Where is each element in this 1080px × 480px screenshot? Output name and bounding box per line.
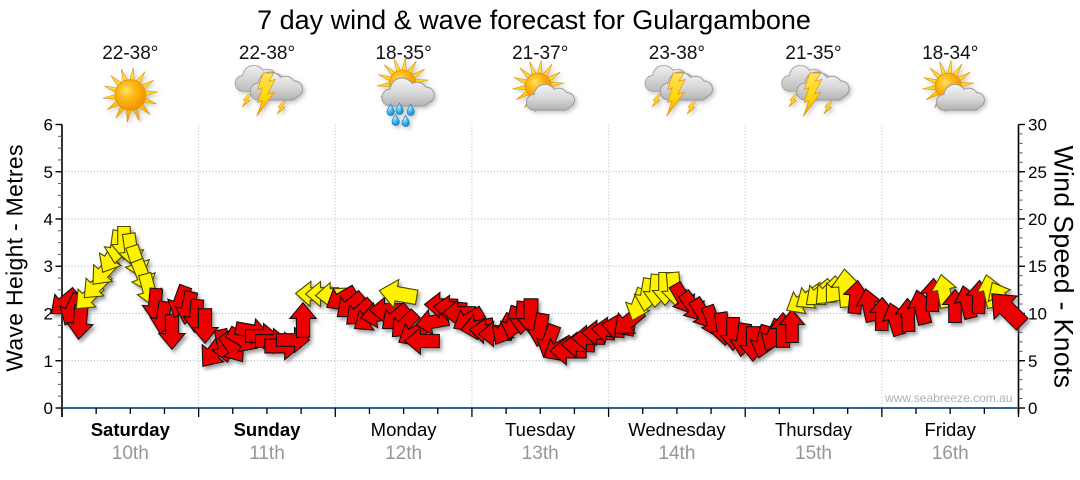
svg-text:Wind Speed - Knots: Wind Speed - Knots <box>1049 146 1079 389</box>
svg-text:2: 2 <box>44 305 53 324</box>
svg-text:16th: 16th <box>932 443 969 464</box>
svg-text:Saturday: Saturday <box>91 419 171 440</box>
svg-text:20: 20 <box>1028 210 1047 229</box>
svg-text:Friday: Friday <box>924 419 976 440</box>
svg-text:18-34°: 18-34° <box>922 43 978 64</box>
svg-text:13th: 13th <box>522 443 559 464</box>
svg-text:4: 4 <box>44 210 53 229</box>
svg-text:Thursday: Thursday <box>775 419 853 440</box>
svg-text:11th: 11th <box>249 443 285 464</box>
svg-text:1: 1 <box>44 352 53 371</box>
svg-text:Sunday: Sunday <box>234 419 302 440</box>
svg-text:21-35°: 21-35° <box>785 43 841 64</box>
svg-text:0: 0 <box>1028 399 1037 418</box>
svg-text:14th: 14th <box>658 443 695 464</box>
svg-text:5: 5 <box>44 163 53 182</box>
svg-text:3: 3 <box>44 257 53 276</box>
svg-text:30: 30 <box>1028 116 1047 135</box>
svg-text:12th: 12th <box>385 443 422 464</box>
svg-text:15th: 15th <box>795 443 832 464</box>
svg-text:0: 0 <box>44 399 53 418</box>
svg-text:21-37°: 21-37° <box>512 43 568 64</box>
svg-text:23-38°: 23-38° <box>649 43 705 64</box>
svg-text:10: 10 <box>1028 305 1047 324</box>
svg-text:15: 15 <box>1028 257 1047 276</box>
svg-text:www.seabreeze.com.au: www.seabreeze.com.au <box>884 391 1012 405</box>
svg-text:18-35°: 18-35° <box>375 43 431 64</box>
svg-text:22-38°: 22-38° <box>102 43 158 64</box>
svg-text:Monday: Monday <box>371 419 438 440</box>
svg-text:Tuesday: Tuesday <box>505 419 576 440</box>
svg-text:Wednesday: Wednesday <box>628 419 726 440</box>
svg-text:6: 6 <box>44 116 53 135</box>
svg-text:22-38°: 22-38° <box>239 43 295 64</box>
svg-text:25: 25 <box>1028 163 1047 182</box>
svg-text:5: 5 <box>1028 352 1037 371</box>
svg-text:7 day wind & wave forecast for: 7 day wind & wave forecast for Gulargamb… <box>257 5 811 35</box>
svg-text:10th: 10th <box>112 443 149 464</box>
svg-text:Wave Height - Metres: Wave Height - Metres <box>2 144 28 372</box>
